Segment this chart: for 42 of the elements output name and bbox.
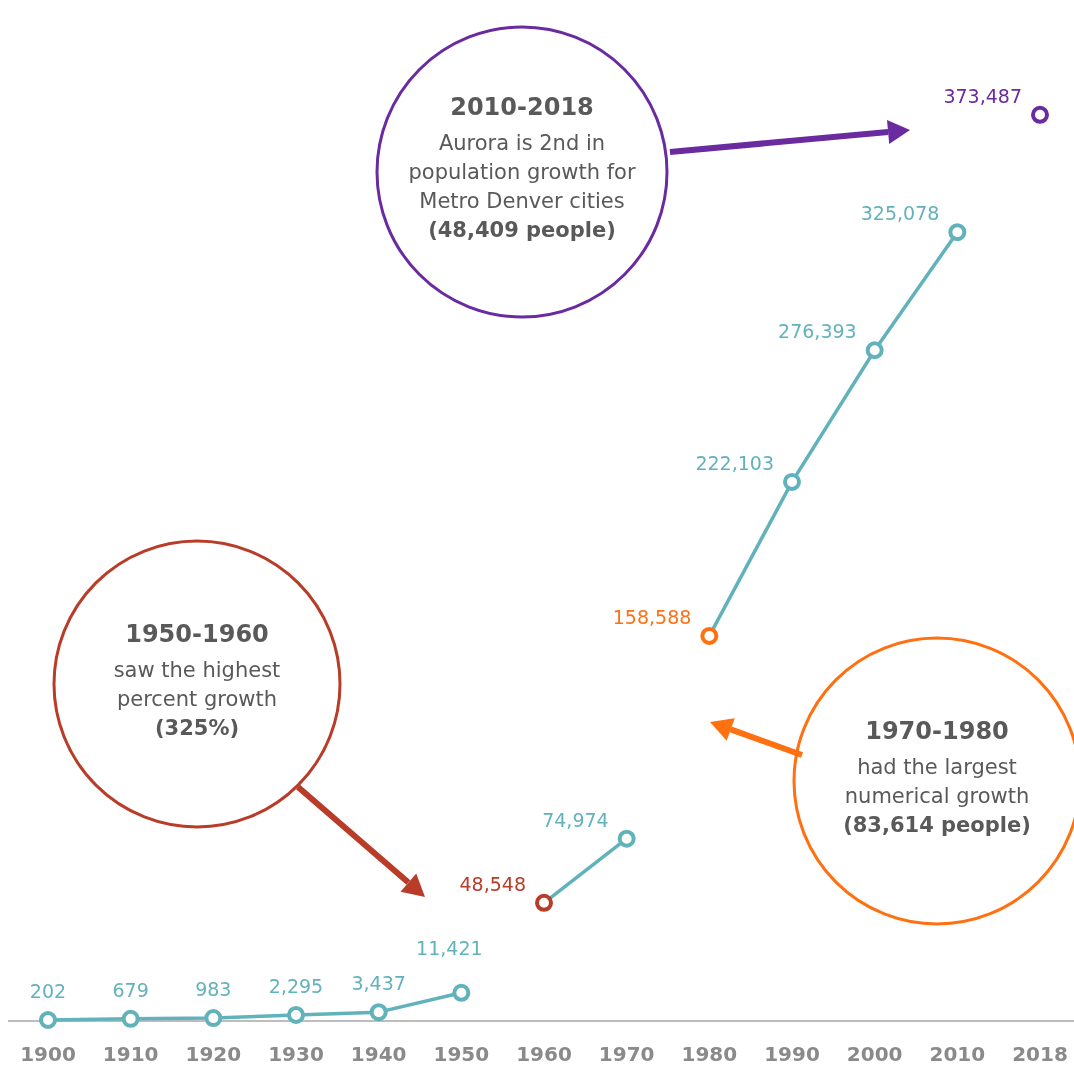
point: [948, 223, 967, 242]
point: [865, 341, 884, 360]
x-tick-label: 1900: [20, 1042, 76, 1066]
x-tick-label: 1950: [433, 1042, 490, 1066]
data-label: 276,393: [778, 320, 857, 343]
point: [535, 893, 553, 912]
x-tick-label: 1920: [185, 1042, 242, 1066]
point: [204, 1009, 223, 1028]
x-tick-label: 1990: [764, 1042, 820, 1066]
point: [39, 1011, 57, 1030]
annotation: 2010-2018 Aurora is 2nd in population growth for Metro Denver cities (48,409 people): [408, 93, 636, 242]
point: [287, 1005, 305, 1024]
x-tick-label: 2010: [929, 1042, 986, 1066]
x-tick-label: 1960: [516, 1042, 572, 1066]
data-label: 679: [112, 978, 149, 1001]
x-tick-label: 1940: [350, 1042, 407, 1066]
data-label: 373,487: [943, 84, 1022, 107]
data-label: 2,295: [268, 974, 324, 997]
data-label: 158,588: [612, 605, 692, 628]
x-tick-label: 1930: [268, 1042, 324, 1066]
x-tick-label: 1970: [598, 1042, 655, 1066]
data-label: 3,437: [351, 972, 406, 995]
data-label: 983: [195, 978, 232, 1001]
x-tick-label: 2018: [1012, 1042, 1068, 1066]
point: [452, 983, 471, 1002]
annotation: 1970-1980 had the largest numerical growth (83,614 people): [843, 716, 1031, 837]
data-label: 202: [29, 980, 67, 1003]
x-tick-label: 2000: [846, 1042, 903, 1066]
annotation: 1950-1960 saw the highest percent growth (325%): [113, 619, 281, 740]
point: [1031, 105, 1049, 124]
data-label: 48,548: [459, 872, 526, 895]
data-label: 74,974: [542, 808, 609, 831]
point: [369, 1003, 388, 1022]
x-tick-label: 1910: [102, 1042, 159, 1066]
point: [700, 626, 719, 645]
data-label: 325,078: [860, 202, 940, 225]
point: [783, 472, 801, 491]
data-label: 222,103: [695, 451, 774, 474]
x-tick-label: 1980: [681, 1042, 738, 1066]
point: [121, 1009, 140, 1028]
point: [617, 829, 636, 848]
data-label: 11,421: [416, 936, 483, 959]
